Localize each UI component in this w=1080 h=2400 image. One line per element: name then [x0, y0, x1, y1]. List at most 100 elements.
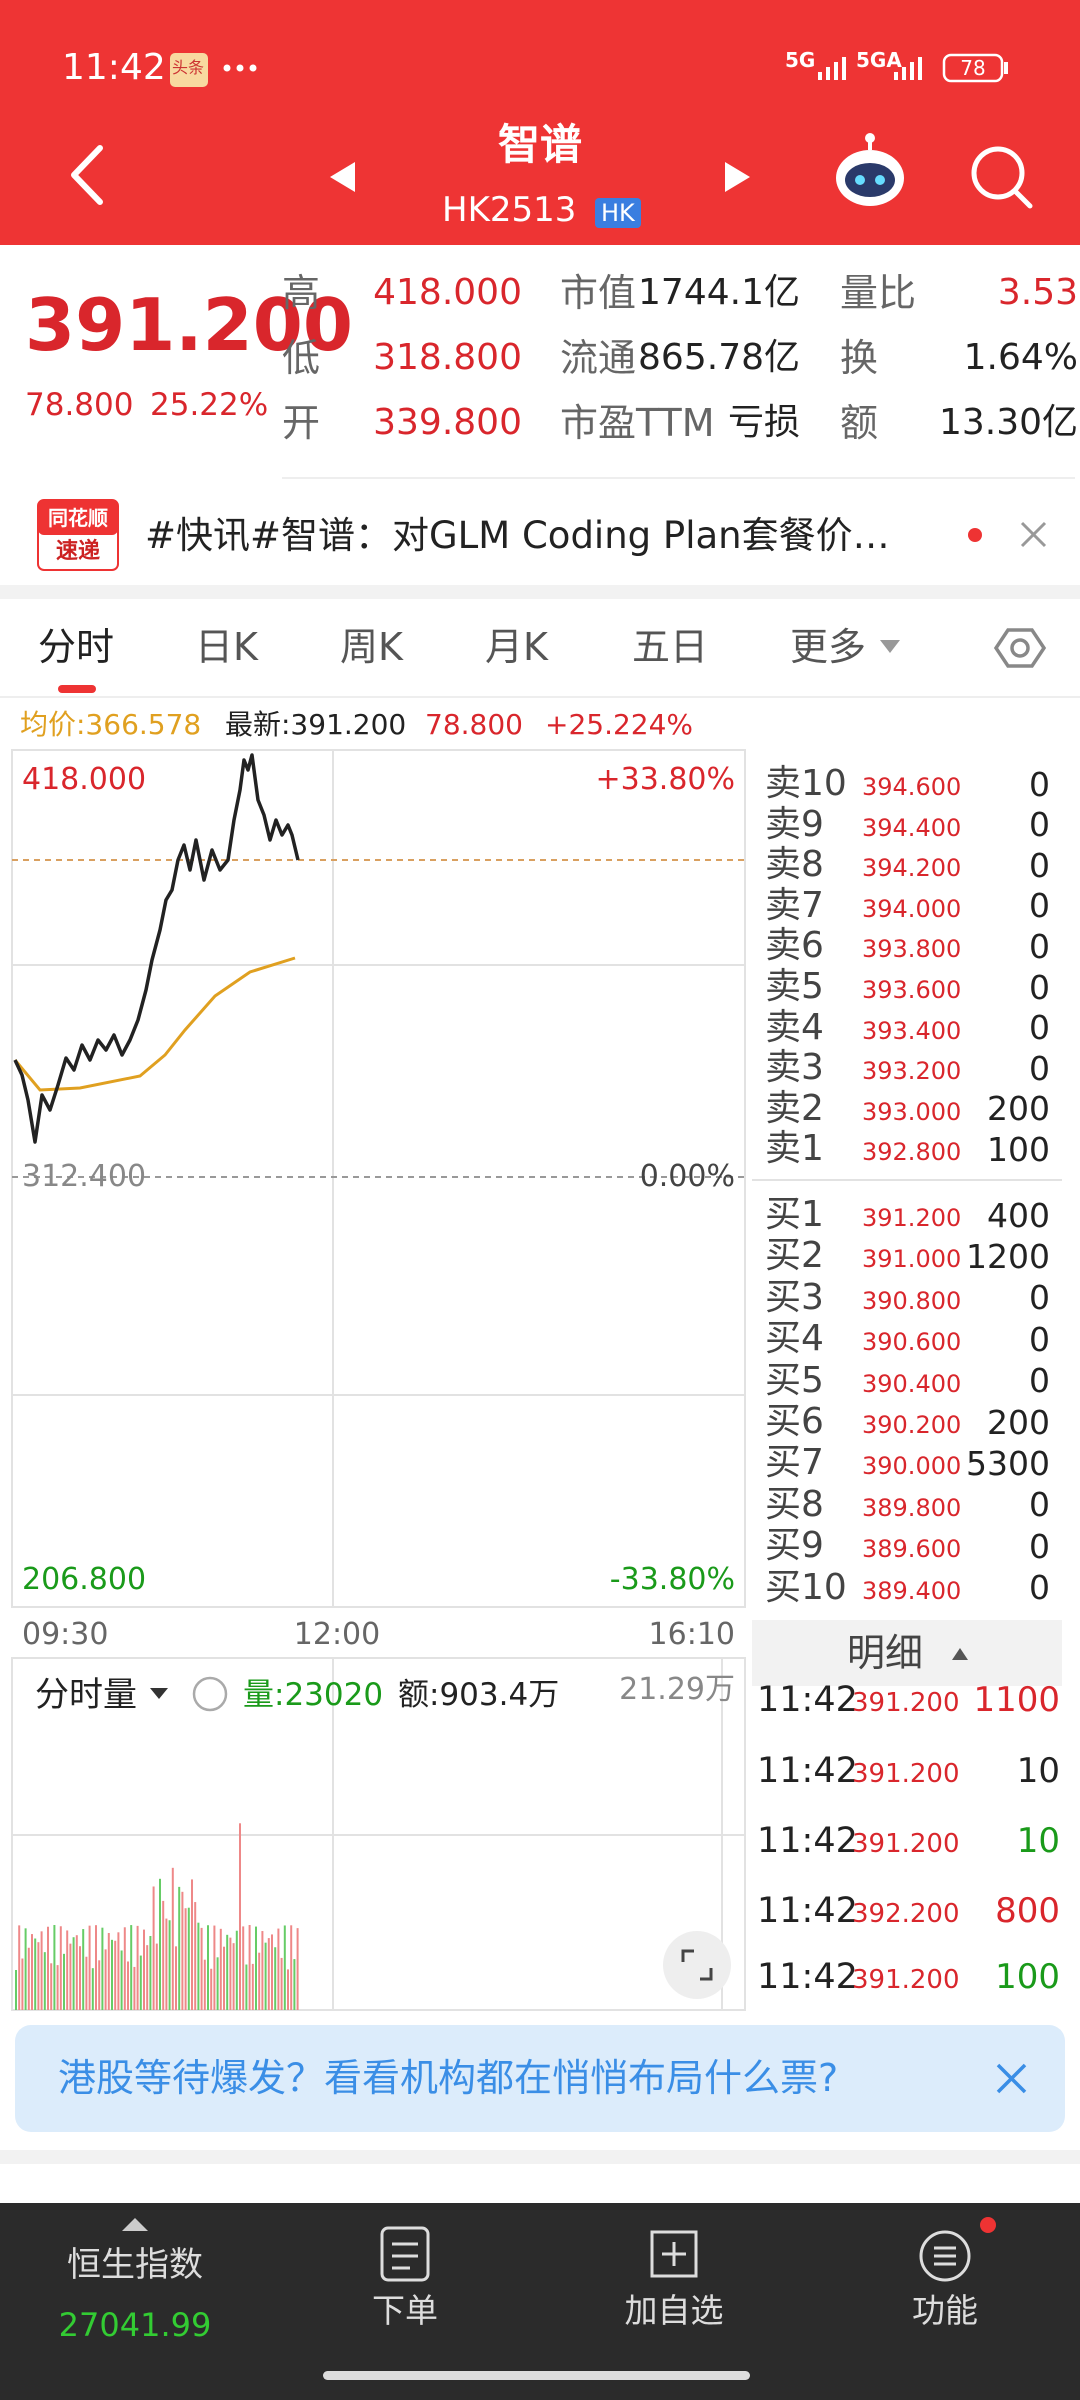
tab[interactable]: 日K	[195, 625, 258, 669]
tab[interactable]: 周K	[340, 625, 403, 669]
volume-bar	[72, 1937, 75, 2010]
signal-icons	[818, 57, 922, 80]
banner-close[interactable]	[996, 2063, 1027, 2094]
ask-price: 394.600	[862, 773, 962, 801]
axis-label: +33.80%	[595, 762, 735, 797]
volume-bar	[203, 1959, 206, 2010]
bid-qty: 0	[1029, 1526, 1050, 1566]
search-icon[interactable]	[971, 146, 1033, 209]
fullscreen-button[interactable]	[663, 1931, 731, 1999]
ask-price: 394.400	[862, 813, 962, 842]
bid-qty: 0	[1029, 1278, 1050, 1318]
bid-label: 买2	[765, 1235, 824, 1277]
trade-time: 11:42	[757, 1679, 858, 1720]
volume-bar	[146, 1945, 149, 2010]
bid-label: 买3	[765, 1276, 824, 1318]
network: 5GA	[856, 48, 902, 72]
stock-name: 智谱	[497, 120, 583, 169]
time-label: 09:30	[22, 1617, 109, 1652]
volume-bar	[43, 1952, 46, 2010]
volume-bar	[232, 1943, 235, 2010]
ask-qty: 0	[1029, 886, 1050, 926]
volume-bar	[165, 1918, 168, 2010]
trade-qty: 10	[1016, 1751, 1060, 1791]
trade-price: 391.200	[852, 1759, 960, 1789]
trade-price: 391.200	[852, 1965, 960, 1995]
volume-bar	[296, 1928, 299, 2010]
robot-icon[interactable]	[836, 133, 904, 206]
ask-label: 卖4	[765, 1006, 824, 1048]
volume-bar	[261, 1931, 264, 2010]
ask-label: 卖2	[765, 1087, 824, 1129]
battery-tip	[1004, 62, 1008, 74]
bid-price: 391.000	[862, 1245, 962, 1274]
time-label: 12:00	[293, 1617, 381, 1652]
volume-bar	[82, 1929, 85, 2010]
volume-bar	[175, 1946, 177, 2010]
function-icon[interactable]	[919, 2230, 971, 2282]
avg-price: 均价:366.578	[20, 708, 202, 741]
bid-price: 389.400	[862, 1576, 962, 1605]
volume-bar	[280, 1957, 283, 2010]
volume-bar	[168, 1920, 171, 2010]
nav-item[interactable]: 功能	[912, 2290, 978, 2330]
volume-bar	[267, 1938, 270, 2010]
volume-bar	[63, 1953, 65, 2010]
index-name[interactable]: 恒生指数	[67, 2245, 203, 2285]
details-header: 明细	[846, 1631, 924, 1675]
next-button[interactable]	[725, 162, 750, 192]
volume-bar	[213, 1925, 216, 2010]
news-text[interactable]: #快讯#智谱：对GLM Coding Plan套餐价…	[145, 513, 890, 557]
bid-qty: 5300	[966, 1443, 1050, 1483]
ask-label: 卖10	[765, 763, 847, 804]
trade-qty: 1100	[973, 1680, 1060, 1720]
bid-label: 买6	[765, 1401, 824, 1442]
trade-price: 392.200	[852, 1899, 960, 1929]
ask-label: 卖3	[765, 1047, 824, 1089]
nav-item[interactable]: 加自选	[624, 2290, 724, 2330]
volume-bar	[283, 1925, 286, 2010]
help-icon[interactable]	[192, 1676, 228, 1712]
volume-bar	[136, 1925, 139, 2010]
volume-label[interactable]: 分时量	[35, 1675, 137, 1715]
tab[interactable]: 分时	[38, 625, 115, 669]
field-value: 339.800	[373, 402, 522, 443]
field-label: 高	[282, 271, 321, 315]
volume-bar	[69, 1943, 72, 2010]
volume-bar	[79, 1946, 81, 2010]
volume-bar	[210, 1968, 213, 2010]
prev-button[interactable]	[330, 162, 355, 192]
volume-bar	[21, 1958, 24, 2010]
volume-bar	[194, 1902, 197, 2010]
ask-price: 394.200	[862, 854, 962, 883]
banner-bg[interactable]	[15, 2025, 1065, 2132]
volume-bar	[127, 1961, 129, 2010]
tab[interactable]: 更多	[790, 625, 867, 669]
banner-text[interactable]: 港股等待爆发？看看机构都在悄悄布局什么票?	[58, 2056, 839, 2100]
bid-price: 391.200	[862, 1204, 962, 1232]
stock-code: HK2513	[442, 190, 577, 230]
home-indicator	[323, 2371, 750, 2380]
tab[interactable]: 月K	[485, 625, 548, 669]
settings-icon[interactable]	[993, 628, 1047, 668]
volume-bar	[197, 1922, 200, 2010]
volume-bar	[59, 1926, 62, 2010]
order-icon[interactable]	[380, 2226, 430, 2282]
field-value: 1744.1亿	[638, 272, 800, 313]
field-value: 1.64%	[963, 337, 1078, 378]
ask-price: 393.000	[862, 1097, 962, 1126]
market-badge: HK	[595, 198, 641, 228]
news-close[interactable]	[1020, 521, 1047, 548]
volume-bar	[139, 1955, 142, 2010]
news-icon-top	[38, 500, 118, 535]
bid-price: 390.000	[862, 1452, 962, 1481]
volume-bar	[114, 1940, 117, 2010]
nav-item[interactable]: 下单	[372, 2290, 438, 2330]
watch-icon[interactable]	[650, 2230, 698, 2278]
volume-bar	[123, 1927, 126, 2010]
volume-bar	[130, 1925, 133, 2010]
back-button[interactable]	[71, 145, 103, 205]
change-pct: 25.22%	[150, 386, 269, 423]
tab[interactable]: 五日	[632, 625, 709, 669]
change: 78.800	[25, 386, 134, 423]
